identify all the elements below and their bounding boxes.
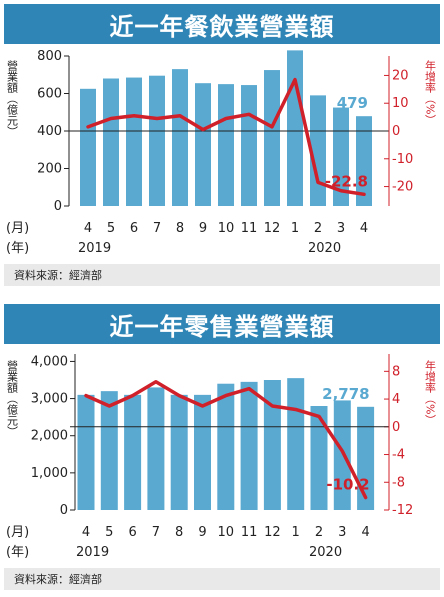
chart-title: 近一年零售業營業額 <box>4 304 440 344</box>
bar <box>194 394 211 510</box>
left-axis-title: 營業額（億元） <box>6 60 19 137</box>
left-tick-label: 1,000 <box>31 466 68 481</box>
month-label: 1 <box>292 525 300 540</box>
bar <box>195 83 211 206</box>
right-tick-label: 10 <box>392 96 409 111</box>
chart-panel-restaurant: 近一年餐飲業營業額 營業額（億元） 年增率（%） 0 200 400 600 800 20 10… <box>0 0 444 290</box>
month-label: 4 <box>361 525 369 540</box>
right-tick-label: 0 <box>392 124 400 139</box>
month-label: 12 <box>264 525 281 540</box>
bar <box>264 70 280 206</box>
right-axis-title: 年增率（%） <box>424 359 437 426</box>
bar <box>333 107 349 206</box>
right-tick-label: -8 <box>392 475 405 490</box>
left-tick-label: 600 <box>37 87 62 102</box>
chart-area: 營業額（億元） 年增率（%）01,0002,0003,0004,000840-4-… <box>6 354 437 560</box>
bar <box>149 75 165 206</box>
source-note: 資料來源：經濟部 <box>4 264 440 286</box>
bar <box>333 400 351 510</box>
source-note: 資料來源：經濟部 <box>4 568 440 590</box>
month-label: 4 <box>360 221 368 236</box>
month-label: 7 <box>153 221 161 236</box>
left-tick-label: 400 <box>37 124 62 139</box>
left-tick-label: 0 <box>60 503 68 518</box>
right-tick-label: -4 <box>392 448 405 463</box>
month-label: 10 <box>218 525 235 540</box>
data-label: 479 <box>337 94 368 112</box>
bar <box>263 380 281 510</box>
month-label: 11 <box>241 221 258 236</box>
bar <box>100 391 118 510</box>
month-label: 5 <box>107 221 115 236</box>
month-prefix: (月) <box>6 525 29 540</box>
bar <box>172 69 188 206</box>
year-label: 2019 <box>76 545 109 560</box>
month-label: 7 <box>152 525 160 540</box>
bar <box>126 77 142 206</box>
left-tick-label: 4,000 <box>31 354 68 369</box>
left-tick-label: 3,000 <box>31 392 68 407</box>
year-label: 2020 <box>309 545 342 560</box>
bar <box>170 394 188 510</box>
month-label: 4 <box>82 525 90 540</box>
right-tick-label: 8 <box>392 364 400 379</box>
year-label: 2020 <box>308 241 341 256</box>
month-label: 1 <box>291 221 299 236</box>
bar <box>240 381 258 510</box>
month-label: 2 <box>315 525 323 540</box>
chart-title: 近一年餐飲業營業額 <box>4 4 440 44</box>
growth-line <box>84 379 368 500</box>
chart-panel-retail: 近一年零售業營業額 營業額（億元） 年增率（%） 0 1,000 2,000 3,000 4… <box>0 300 444 597</box>
month-prefix: (月) <box>6 221 29 236</box>
data-label: -10.2 <box>326 476 369 494</box>
right-tick-label: -20 <box>392 180 413 195</box>
bar <box>217 383 235 510</box>
bar <box>241 85 257 206</box>
month-label: 8 <box>176 221 184 236</box>
month-label: 5 <box>105 525 113 540</box>
month-label: 2 <box>314 221 322 236</box>
bar <box>147 387 165 510</box>
chart-area: 營業額（億元） 年增率（%）020040060080020100-10-20479… <box>6 49 437 256</box>
month-label: 4 <box>84 221 92 236</box>
data-label: -22.8 <box>325 172 368 190</box>
left-tick-label: 800 <box>37 49 62 64</box>
bar <box>310 406 328 510</box>
bar <box>124 394 142 510</box>
year-prefix: (年) <box>6 545 29 560</box>
right-tick-label: -10 <box>392 152 413 167</box>
month-label: 9 <box>199 221 207 236</box>
month-label: 10 <box>218 221 235 236</box>
right-tick-label: -12 <box>392 503 413 518</box>
right-tick-label: 4 <box>392 392 400 407</box>
month-label: 8 <box>175 525 183 540</box>
bar <box>103 78 119 206</box>
bar <box>287 378 305 510</box>
growth-line <box>86 77 366 197</box>
year-label: 2019 <box>78 241 111 256</box>
right-axis-title: 年增率（%） <box>424 59 437 126</box>
bar <box>80 88 96 206</box>
left-tick-label: 2,000 <box>31 429 68 444</box>
left-axis-title: 營業額（億元） <box>6 360 19 437</box>
month-label: 12 <box>264 221 281 236</box>
month-label: 11 <box>241 525 258 540</box>
month-label: 6 <box>128 525 136 540</box>
month-label: 6 <box>130 221 138 236</box>
bar <box>77 394 95 510</box>
month-label: 3 <box>337 221 345 236</box>
bar <box>218 84 234 206</box>
left-tick-label: 200 <box>37 162 62 177</box>
right-tick-label: 20 <box>392 68 409 83</box>
data-label: 2,778 <box>322 385 369 403</box>
bar <box>357 406 375 510</box>
bar <box>356 116 372 206</box>
left-tick-label: 0 <box>54 199 62 214</box>
right-tick-label: 0 <box>392 420 400 435</box>
month-label: 3 <box>338 525 346 540</box>
year-prefix: (年) <box>6 241 29 256</box>
bar <box>310 95 326 206</box>
bar <box>287 50 303 206</box>
month-label: 9 <box>198 525 206 540</box>
